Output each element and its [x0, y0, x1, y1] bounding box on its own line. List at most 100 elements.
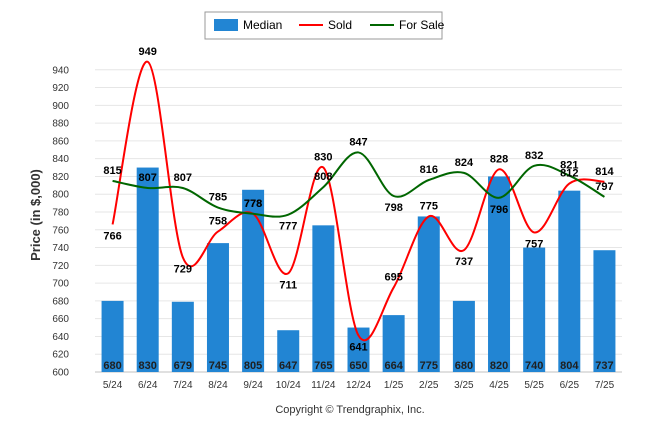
sold-point-label: 766	[103, 230, 121, 242]
median-bars	[101, 167, 616, 372]
median-bar-label: 664	[384, 360, 403, 372]
median-bar-label: 647	[279, 360, 297, 372]
for-sale-point-label: 832	[525, 150, 543, 162]
x-tick-label: 8/24	[208, 380, 228, 391]
y-tick-label: 760	[52, 225, 69, 236]
x-tick-label: 5/24	[103, 380, 123, 391]
y-tick-label: 920	[52, 83, 69, 94]
sold-point-label: 828	[490, 153, 508, 165]
y-axis-title: Price (in $,000)	[28, 169, 43, 261]
copyright-text: Copyright © Trendgraphix, Inc.	[275, 404, 424, 416]
sold-point-label: 778	[244, 198, 262, 210]
median-legend-swatch	[214, 19, 238, 31]
x-tick-label: 6/24	[138, 380, 158, 391]
for-sale-point-label: 785	[209, 192, 227, 204]
data-labels: 680 830 679 745 805 647 765 650 664 775 680 820 740 8…	[103, 46, 614, 372]
for-sale-point-label: 815	[103, 165, 121, 177]
for-sale-point-label: 824	[455, 157, 474, 169]
x-tick-label: 7/25	[595, 380, 615, 391]
median-bar-label: 805	[244, 360, 262, 372]
legend-box	[204, 11, 443, 40]
median-bar	[136, 167, 159, 372]
for-sale-point-label: 798	[384, 202, 402, 214]
x-tick-label: 5/25	[524, 380, 544, 391]
y-tick-label: 740	[52, 243, 69, 254]
y-tick-label: 800	[52, 190, 69, 201]
median-bar-label: 765	[314, 360, 332, 372]
y-tick-label: 600	[52, 368, 69, 379]
x-tick-label: 4/25	[489, 380, 509, 391]
sold-point-label: 711	[279, 279, 297, 291]
x-tick-label: 12/24	[346, 380, 371, 391]
y-tick-label: 780	[52, 208, 69, 219]
median-bar-label: 740	[525, 360, 543, 372]
y-tick-label: 660	[52, 314, 69, 325]
for-sale-legend-label: For Sale	[399, 18, 445, 32]
median-bar-label: 775	[420, 360, 438, 372]
median-bar	[523, 247, 546, 372]
gridlines	[95, 69, 622, 373]
for-sale-line	[112, 151, 605, 218]
y-tick-label: 680	[52, 296, 69, 307]
x-tick-label: 11/24	[311, 380, 336, 391]
median-bar-label: 650	[349, 360, 367, 372]
median-bar	[382, 315, 405, 372]
x-tick-label: 7/24	[173, 380, 193, 391]
for-sale-point-label: 777	[279, 221, 297, 233]
for-sale-point-label: 778	[244, 198, 262, 210]
median-bar	[452, 300, 475, 372]
y-tick-label: 900	[52, 101, 69, 112]
y-tick-label: 700	[52, 279, 69, 290]
for-sale-point-label: 847	[349, 136, 367, 148]
sold-point-label: 814	[595, 166, 614, 178]
sold-point-label: 830	[314, 152, 332, 164]
median-bar	[488, 176, 511, 372]
sold-point-label: 775	[420, 200, 438, 212]
sold-point-label: 641	[349, 342, 367, 354]
for-sale-point-label: 807	[139, 172, 157, 184]
sold-legend-label: Sold	[328, 18, 352, 32]
sold-point-label: 812	[560, 168, 578, 180]
median-bar	[171, 301, 194, 372]
y-tick-label: 880	[52, 119, 69, 130]
sold-point-label: 737	[455, 256, 473, 268]
x-tick-label: 9/24	[243, 380, 263, 391]
line-series	[111, 60, 605, 342]
for-sale-point-label: 807	[174, 172, 192, 184]
median-bar	[347, 327, 370, 372]
sold-point-label: 695	[384, 272, 402, 284]
median-bar-label: 679	[174, 360, 192, 372]
x-tick-label: 3/25	[454, 380, 474, 391]
y-tick-label: 640	[52, 332, 69, 343]
x-axis: 5/24 6/24 7/24 8/24 9/24 10/24 11/24 12/24 1/25 2…	[103, 380, 615, 391]
median-bar	[312, 225, 335, 372]
y-tick-label: 840	[52, 154, 69, 165]
for-sale-point-label: 808	[314, 171, 332, 183]
median-bar-label: 680	[103, 360, 121, 372]
for-sale-point-label: 821	[560, 160, 578, 172]
x-tick-label: 10/24	[276, 380, 301, 391]
median-bar-label: 820	[490, 360, 508, 372]
y-axis: 600 620 640 660 680 700 720 740 760 780 800 820 840 8…	[52, 65, 69, 378]
x-tick-label: 6/25	[560, 380, 580, 391]
x-tick-label: 1/25	[384, 380, 404, 391]
for-sale-point-label: 816	[420, 164, 438, 176]
for-sale-point-label: 797	[595, 181, 613, 193]
median-bar	[593, 250, 616, 372]
y-tick-label: 820	[52, 172, 69, 183]
sold-point-label: 757	[525, 238, 543, 250]
median-bar-label: 737	[595, 360, 613, 372]
median-bar	[101, 300, 124, 372]
sold-line	[111, 60, 605, 342]
legend: Median Sold For Sale	[204, 11, 445, 40]
median-bar	[277, 330, 300, 372]
x-tick-label: 2/25	[419, 380, 439, 391]
median-bar	[417, 216, 440, 372]
median-bar-label: 745	[209, 360, 227, 372]
sold-point-label: 758	[209, 216, 227, 228]
median-bar	[558, 190, 581, 372]
median-bar-label: 804	[560, 360, 579, 372]
y-tick-label: 860	[52, 136, 69, 147]
y-tick-label: 720	[52, 261, 69, 272]
